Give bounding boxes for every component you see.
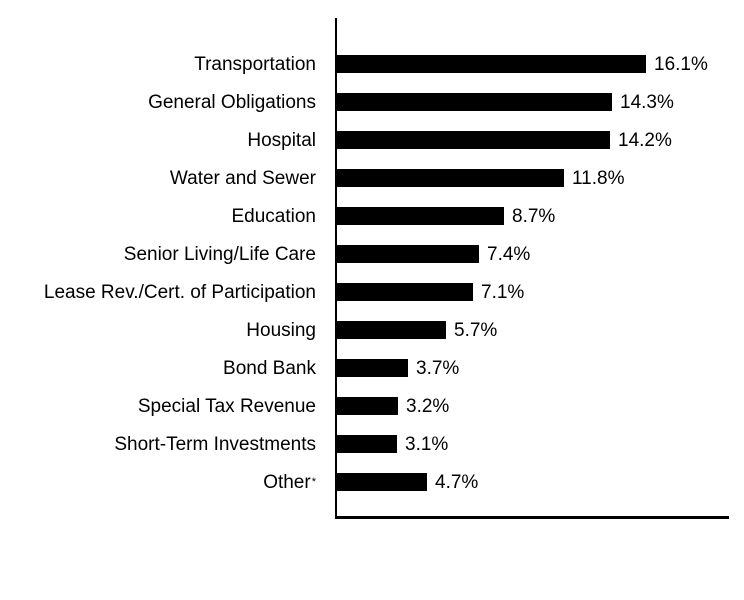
bar-row: 11.8% bbox=[337, 159, 729, 197]
bar-value-label: 3.7% bbox=[416, 357, 460, 379]
bar bbox=[337, 359, 408, 377]
category-label: Transportation bbox=[194, 53, 316, 75]
plot-area: 16.1% 14.3% 14.2% 11.8% 8.7% 7.4% 7.1% 5.7% 3.7%… bbox=[335, 18, 729, 519]
bar-value-label: 3.1% bbox=[405, 433, 449, 455]
category-label: Special Tax Revenue bbox=[137, 395, 316, 417]
bar-row: 3.1% bbox=[337, 425, 729, 463]
bar-row: 4.7% bbox=[337, 463, 729, 501]
category-label: Housing bbox=[246, 319, 316, 341]
category-label: General Obligations bbox=[148, 91, 316, 113]
category-label: Lease Rev./Cert. of Participation bbox=[43, 281, 316, 303]
bar-value-label: 5.7% bbox=[454, 319, 498, 341]
bar-row: 14.3% bbox=[337, 83, 729, 121]
bar-value-label: 4.7% bbox=[435, 471, 479, 493]
bar-value-label: 16.1% bbox=[654, 53, 708, 75]
bar bbox=[337, 397, 398, 415]
category-label: Other * bbox=[263, 471, 316, 493]
bar-row: 8.7% bbox=[337, 197, 729, 235]
bar bbox=[337, 321, 446, 339]
bar-row: 16.1% bbox=[337, 45, 729, 83]
bar-row: 5.7% bbox=[337, 311, 729, 349]
bar-value-label: 11.8% bbox=[572, 167, 625, 189]
bar-row: 3.7% bbox=[337, 349, 729, 387]
category-labels: Transportation General Obligations Hospita… bbox=[0, 45, 335, 501]
category-label: Hospital bbox=[247, 129, 316, 151]
bar bbox=[337, 435, 397, 453]
category-label: Senior Living/Life Care bbox=[123, 243, 316, 265]
category-label: Water and Sewer bbox=[169, 167, 316, 189]
category-label: Bond Bank bbox=[223, 357, 316, 379]
bar-value-label: 14.2% bbox=[618, 129, 672, 151]
bar bbox=[337, 207, 504, 225]
bar bbox=[337, 131, 610, 149]
bar-row: 3.2% bbox=[337, 387, 729, 425]
bar bbox=[337, 283, 473, 301]
bar-row: 14.2% bbox=[337, 121, 729, 159]
bar bbox=[337, 169, 564, 187]
category-label: Education bbox=[231, 205, 316, 227]
bar-value-label: 7.1% bbox=[481, 281, 525, 303]
bar bbox=[337, 245, 479, 263]
bar-value-label: 8.7% bbox=[512, 205, 556, 227]
bar-row: 7.1% bbox=[337, 273, 729, 311]
bar-row: 7.4% bbox=[337, 235, 729, 273]
horizontal-bar-chart: Transportation General Obligations Hospita… bbox=[0, 18, 744, 519]
bar bbox=[337, 93, 612, 111]
bar bbox=[337, 55, 646, 73]
bar-value-label: 7.4% bbox=[487, 243, 531, 265]
bar bbox=[337, 473, 427, 491]
bar-value-label: 14.3% bbox=[620, 91, 674, 113]
bar-value-label: 3.2% bbox=[406, 395, 450, 417]
category-label: Short-Term Investments bbox=[114, 433, 316, 455]
